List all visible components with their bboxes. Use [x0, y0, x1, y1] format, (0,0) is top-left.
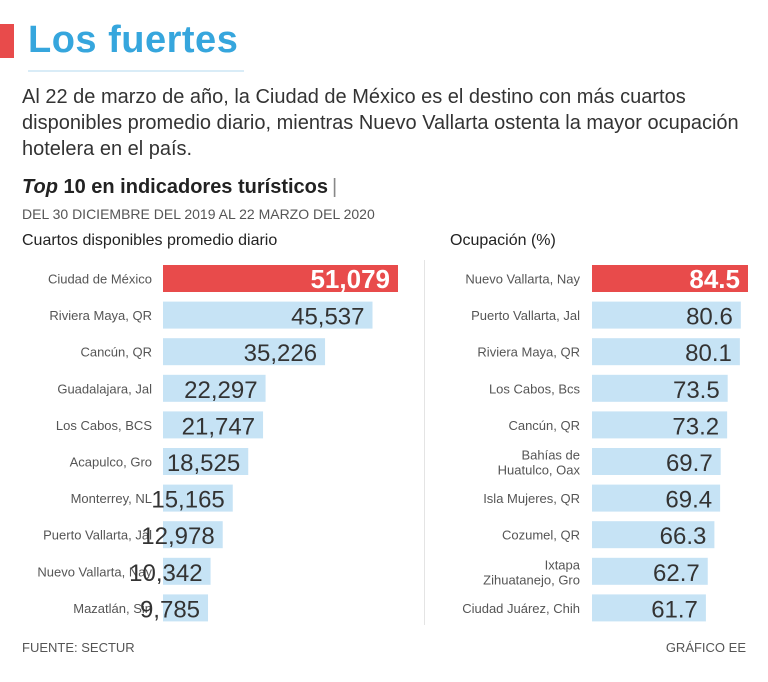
rooms-bar-7 [163, 521, 223, 549]
occupancy-bar-5 [592, 448, 721, 475]
rooms-category-label-6: Monterrey, NL [71, 491, 152, 506]
rooms-value-label-2: 35,226 [244, 340, 317, 367]
occupancy-value-label-7: 66.3 [660, 523, 707, 550]
occupancy-category-label-6: Isla Mujeres, QR [483, 491, 580, 506]
section-heading-pipe: | [332, 176, 338, 198]
rooms-category-label-4: Los Cabos, BCS [56, 418, 152, 433]
occupancy-bar-9 [592, 594, 706, 622]
graphic-credit: GRÁFICO EE [665, 640, 746, 655]
rooms-bar-6 [163, 484, 233, 512]
rooms-value-label-0: 51,079 [310, 264, 390, 294]
occupancy-value-label-5: 69.7 [666, 450, 713, 477]
rooms-category-label-3: Guadalajara, Jal [57, 381, 152, 396]
occupancy-category-label-2: Riviera Maya, QR [477, 345, 580, 360]
occupancy-bar-4 [592, 411, 728, 439]
rooms-value-label-8: 10,342 [129, 560, 202, 587]
occupancy-bar-3 [592, 374, 728, 402]
rooms-value-label-7: 12,978 [141, 523, 214, 550]
occupancy-category-label-9: Ciudad Juárez, Chih [462, 601, 580, 616]
title-accent-bar [0, 24, 14, 58]
occupancy-category-label-5: Bahías de Huatulco, Oax [498, 448, 581, 478]
occupancy-value-label-6: 69.4 [665, 487, 712, 514]
title-underline [28, 70, 244, 72]
source-note: FUENTE: SECTUR [22, 640, 135, 655]
rooms-bar-4 [163, 411, 264, 439]
occupancy-chart-title: Ocupación (%) [450, 232, 556, 249]
rooms-bar-1 [163, 301, 373, 329]
section-heading-text: 10 en indicadores turísticos [57, 176, 329, 198]
occupancy-value-label-2: 80.1 [685, 340, 732, 367]
rooms-category-label-9: Mazatlán, Sin [73, 601, 152, 616]
rooms-value-label-3: 22,297 [184, 377, 257, 404]
occupancy-bar-0 [592, 265, 748, 292]
occupancy-value-label-9: 61.7 [651, 596, 698, 623]
occupancy-bar-2 [592, 338, 740, 366]
rooms-category-label-1: Riviera Maya, QR [49, 308, 152, 323]
rooms-category-label-7: Puerto Vallarta, Jal [43, 528, 152, 543]
rooms-category-label-8: Nuevo Vallarta, Nay [37, 564, 152, 579]
intro-paragraph: Al 22 de marzo de año, la Ciudad de Méxi… [22, 86, 739, 160]
occupancy-bar-7 [592, 521, 715, 549]
occupancy-category-label-0: Nuevo Vallarta, Nay [465, 272, 580, 287]
occupancy-value-label-0: 84.5 [689, 264, 740, 294]
section-heading-italic: Top [22, 176, 58, 198]
rooms-value-label-9: 9,785 [140, 596, 200, 623]
occupancy-bar-8 [592, 557, 708, 585]
occupancy-value-label-3: 73.5 [673, 377, 720, 404]
rooms-bar-8 [163, 557, 211, 585]
occupancy-category-label-1: Puerto Vallarta, Jal [471, 308, 580, 323]
rooms-category-label-0: Ciudad de México [48, 272, 152, 287]
occupancy-category-label-7: Cozumel, QR [502, 528, 580, 543]
rooms-chart-title: Cuartos disponibles promedio diario [22, 232, 278, 249]
rooms-bar-9 [163, 594, 209, 622]
column-divider [424, 260, 425, 625]
rooms-value-label-4: 21,747 [182, 413, 255, 440]
section-heading: Top 10 en indicadores turísticos | [22, 176, 337, 199]
occupancy-bar-1 [592, 301, 741, 329]
occupancy-value-label-1: 80.6 [686, 304, 733, 331]
rooms-category-label-2: Cancún, QR [80, 345, 152, 360]
occupancy-category-label-4: Cancún, QR [508, 418, 580, 433]
occupancy-category-label-8: Ixtapa Zihuatanejo, Gro [483, 557, 581, 587]
occupancy-value-label-8: 62.7 [653, 560, 700, 587]
page-title: Los fuertes [28, 19, 239, 61]
rooms-bar-2 [163, 338, 326, 366]
rooms-bar-5 [163, 448, 249, 475]
rooms-value-label-6: 15,165 [151, 487, 224, 514]
occupancy-value-label-4: 73.2 [672, 413, 719, 440]
rooms-value-label-5: 18,525 [167, 450, 240, 477]
date-range: DEL 30 DICIEMBRE DEL 2019 AL 22 MARZO DE… [22, 206, 375, 222]
rooms-category-label-5: Acapulco, Gro [70, 455, 152, 470]
occupancy-bar-6 [592, 484, 721, 512]
rooms-value-label-1: 45,537 [291, 304, 364, 331]
occupancy-category-label-3: Los Cabos, Bcs [489, 381, 581, 396]
rooms-bar-0 [163, 265, 398, 292]
rooms-bar-3 [163, 374, 266, 402]
